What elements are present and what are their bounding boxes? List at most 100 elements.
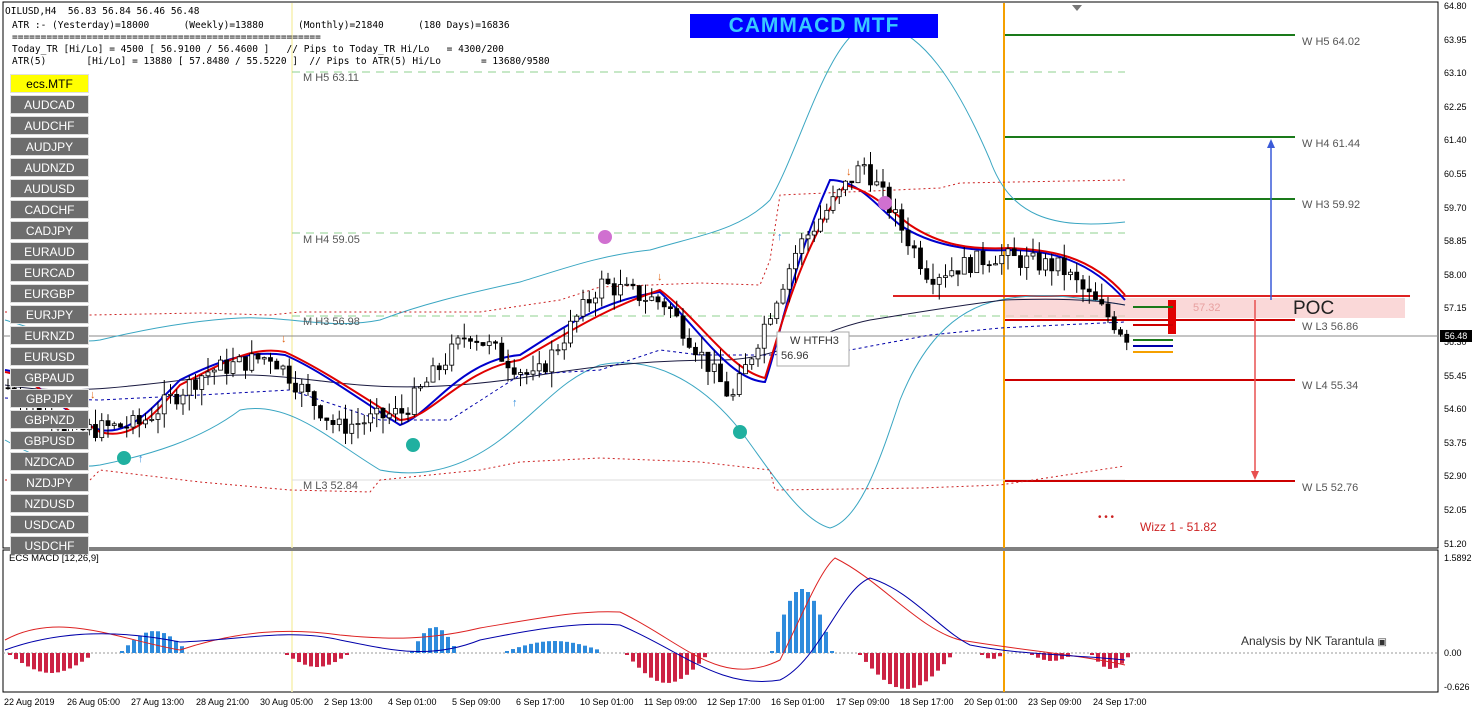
macd-bar xyxy=(679,653,683,679)
price-tick: 52.05 xyxy=(1444,505,1467,515)
symbol-button-gbpaud[interactable]: GBPAUD xyxy=(10,368,89,387)
settings-icon[interactable]: ▣ xyxy=(1377,637,1387,648)
macd-bar xyxy=(74,653,78,666)
macd-bar xyxy=(20,653,24,663)
candle-body xyxy=(868,164,873,186)
symbol-button-audchf[interactable]: AUDCHF xyxy=(10,116,89,135)
candle-body xyxy=(549,349,555,373)
symbol-button-nzdusd[interactable]: NZDUSD xyxy=(10,494,89,513)
svg-text:↑: ↑ xyxy=(777,231,783,243)
macd-bar xyxy=(888,653,892,685)
teal-dot xyxy=(733,425,747,439)
macd-axis-top: 1.5892 xyxy=(1444,553,1472,563)
candle-body xyxy=(180,394,186,405)
macd-bar xyxy=(505,651,509,653)
macd-bar xyxy=(434,627,438,653)
symbol-button-usdcad[interactable]: USDCAD xyxy=(10,515,89,534)
candle-body xyxy=(236,356,242,363)
candle-body xyxy=(418,386,423,389)
macd-bar xyxy=(942,653,946,665)
macd-bar xyxy=(541,641,545,653)
macd-bar xyxy=(992,653,996,659)
macd-histogram xyxy=(8,589,1130,689)
date-tick: 20 Sep 01:00 xyxy=(964,697,1018,707)
price-tick: 53.75 xyxy=(1444,437,1467,448)
symbol-button-gbpnzd[interactable]: GBPNZD xyxy=(10,410,89,429)
symbol-button-euraud[interactable]: EURAUD xyxy=(10,242,89,261)
macd-bar xyxy=(685,653,689,675)
price-tick: 54.60 xyxy=(1444,404,1467,415)
macd-bar xyxy=(529,643,533,653)
symbol-button-audnzd[interactable]: AUDNZD xyxy=(10,158,89,177)
svg-text:↑: ↑ xyxy=(138,453,144,465)
atr-info: ATR :- (Yesterday)=18000 (Weekly)=13880 … xyxy=(12,20,510,31)
candle-body xyxy=(1105,303,1111,318)
macd-bar xyxy=(291,653,295,659)
candle-body xyxy=(1080,279,1086,290)
candle-body xyxy=(555,349,561,352)
symbol-button-audusd[interactable]: AUDUSD xyxy=(10,179,89,198)
candle-body xyxy=(136,415,142,425)
candle-body xyxy=(305,383,311,392)
candle-body xyxy=(1068,271,1073,276)
candle-body xyxy=(580,299,586,317)
macd-bar xyxy=(150,631,154,653)
macd-bar xyxy=(14,653,18,660)
symbol-button-gbpusd[interactable]: GBPUSD xyxy=(10,431,89,450)
macd-bar xyxy=(800,589,804,653)
candle-body xyxy=(449,343,455,366)
date-tick: 23 Sep 09:00 xyxy=(1028,697,1082,707)
macd-bar xyxy=(416,641,420,653)
symbol-button-cadjpy[interactable]: CADJPY xyxy=(10,221,89,240)
symbol-button-gbpjpy[interactable]: GBPJPY xyxy=(10,389,89,408)
macd-bar xyxy=(643,653,647,674)
candle-body xyxy=(1118,329,1123,335)
candle-body xyxy=(505,360,511,369)
symbol-button-audjpy[interactable]: AUDJPY xyxy=(10,137,89,156)
separator: ========================================… xyxy=(12,32,321,43)
symbol-button-nzdcad[interactable]: NZDCAD xyxy=(10,452,89,471)
symbol-button-active[interactable]: ecs.MTF xyxy=(10,74,89,93)
candle-body xyxy=(699,351,705,356)
candle-body xyxy=(199,375,205,390)
candle-body xyxy=(455,337,461,345)
candle-body xyxy=(430,365,436,383)
macd-bar xyxy=(32,653,36,670)
macd-bar xyxy=(303,653,307,665)
symbol-button-nzdjpy[interactable]: NZDJPY xyxy=(10,473,89,492)
weekly-pivot-lines xyxy=(1005,34,1295,482)
symbol-button-usdchf[interactable]: USDCHF xyxy=(10,536,89,555)
moving-averages xyxy=(4,178,1126,435)
date-tick: 30 Aug 05:00 xyxy=(260,697,314,707)
htfh3-value: 56.96 xyxy=(781,350,809,362)
macd-bar xyxy=(691,653,695,670)
candle-body xyxy=(405,412,411,415)
symbol-button-audcad[interactable]: AUDCAD xyxy=(10,95,89,114)
macd-bar xyxy=(44,653,48,673)
candle-body xyxy=(799,238,805,254)
candle-body xyxy=(918,247,923,270)
macd-bar xyxy=(138,635,142,653)
symbol-button-eurgbp[interactable]: EURGBP xyxy=(10,284,89,303)
macd-bar xyxy=(132,640,136,653)
symbol-button-eurnzd[interactable]: EURNZD xyxy=(10,326,89,345)
candle-body xyxy=(818,218,823,232)
macd-bar xyxy=(782,614,786,653)
symbol-button-eurusd[interactable]: EURUSD xyxy=(10,347,89,366)
candle-body xyxy=(343,418,348,434)
candle-body xyxy=(243,356,248,371)
macd-bar xyxy=(980,653,984,655)
candle-body xyxy=(161,394,167,415)
symbol-button-eurjpy[interactable]: EURJPY xyxy=(10,305,89,324)
date-tick: 5 Sep 09:00 xyxy=(452,697,501,707)
svg-text:↓: ↓ xyxy=(657,271,663,283)
price-tick: 52.90 xyxy=(1444,471,1467,482)
macd-bar xyxy=(345,653,349,655)
symbol-button-eurcad[interactable]: EURCAD xyxy=(10,263,89,282)
symbol-button-cadchf[interactable]: CADCHF xyxy=(10,200,89,219)
macd-bar xyxy=(697,653,701,664)
candle-body xyxy=(986,264,992,267)
macd-bar xyxy=(50,653,54,673)
